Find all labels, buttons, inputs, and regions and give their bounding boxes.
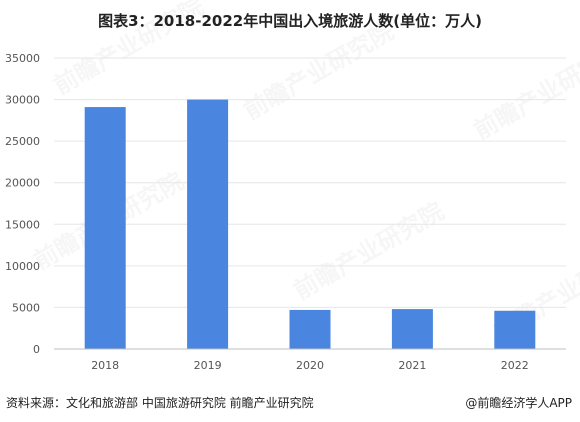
x-tick-label: 2021 bbox=[398, 359, 426, 372]
bars bbox=[84, 99, 536, 349]
y-tick-label: 20000 bbox=[5, 177, 40, 190]
y-tick-label: 35000 bbox=[5, 52, 40, 65]
x-tick-label: 2018 bbox=[91, 359, 119, 372]
y-tick-label: 30000 bbox=[5, 94, 40, 107]
y-tick-label: 15000 bbox=[5, 218, 40, 231]
y-tick-label: 25000 bbox=[5, 135, 40, 148]
source-note: 资料来源：文化和旅游部 中国旅游研究院 前瞻产业研究院 bbox=[6, 396, 314, 410]
bar-2021 bbox=[391, 309, 433, 349]
bar-2022 bbox=[494, 310, 536, 349]
watermark-text: 前瞻产业研究院 bbox=[289, 197, 448, 305]
x-axis-ticks: 2018 2019 2020 2021 2022 bbox=[91, 359, 529, 372]
x-tick-label: 2022 bbox=[501, 359, 529, 372]
y-axis-ticks: 0 5000 10000 15000 20000 25000 30000 35000 bbox=[5, 52, 40, 356]
grid-lines bbox=[54, 57, 566, 308]
y-tick-label: 0 bbox=[33, 343, 40, 356]
y-tick-label: 5000 bbox=[12, 301, 40, 314]
watermark-text: 前瞻产业研究院 bbox=[469, 37, 580, 145]
x-tick-label: 2020 bbox=[296, 359, 324, 372]
y-tick-label: 10000 bbox=[5, 260, 40, 273]
bar-2020 bbox=[289, 309, 331, 349]
x-tick-label: 2019 bbox=[194, 359, 222, 372]
credit-label: @前瞻经济学人APP bbox=[465, 396, 572, 410]
chart-title: 图表3：2018-2022年中国出入境旅游人数(单位：万人) bbox=[98, 12, 482, 30]
watermark-text: 前瞻产业研究院 bbox=[239, 17, 398, 125]
watermark-text: 前瞻产业研究院 bbox=[49, 0, 208, 100]
bar-2018 bbox=[84, 107, 126, 349]
bar-2019 bbox=[187, 99, 229, 349]
